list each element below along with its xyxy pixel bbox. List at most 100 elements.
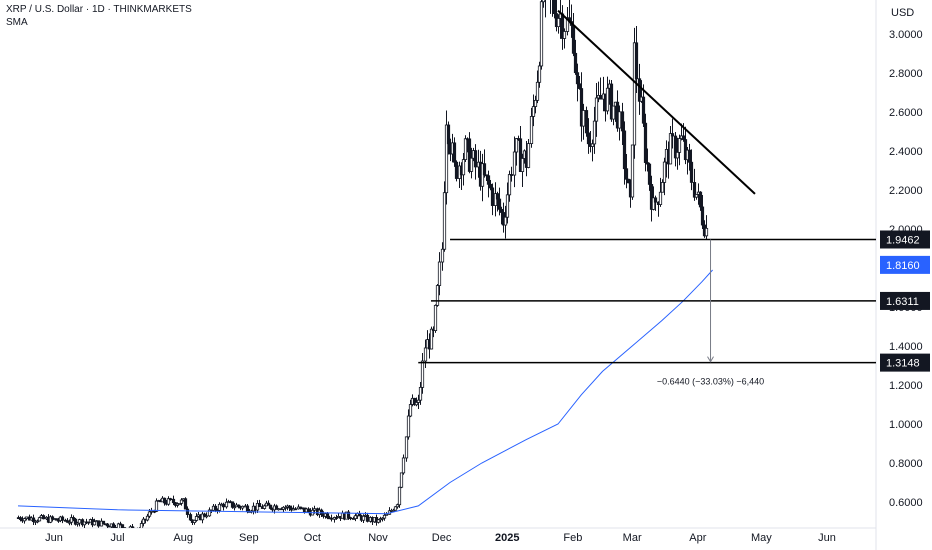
candle-body: [204, 515, 209, 518]
candle-body: [397, 486, 402, 506]
candle-body: [414, 402, 419, 406]
candle-body: [306, 508, 311, 512]
x-tick-label: Oct: [304, 532, 321, 544]
candle-body: [200, 513, 205, 521]
candle-body: [401, 457, 406, 474]
price-tag-value: 1.9462: [886, 234, 920, 246]
candle-body: [262, 505, 267, 509]
candle-body: [382, 514, 387, 519]
candle-body: [507, 174, 512, 196]
y-tick-label: 2.2000: [889, 185, 923, 197]
candle-body: [69, 517, 74, 523]
price-tag: [880, 255, 930, 274]
candle-body: [497, 198, 502, 210]
candle-body: [499, 208, 504, 213]
candle-body: [598, 95, 603, 100]
candle-body: [217, 503, 222, 511]
y-tick-label: 2.6000: [889, 107, 923, 119]
candle-body: [571, 25, 576, 54]
candle-body: [681, 135, 686, 140]
candle-body: [75, 522, 80, 525]
y-tick-label: 3.0000: [889, 29, 923, 41]
candle-body: [565, 17, 570, 32]
candle-body: [658, 191, 663, 205]
candle-body: [116, 523, 121, 528]
candle-body: [609, 83, 614, 120]
candle-body: [512, 151, 517, 176]
candle-body: [71, 517, 76, 520]
candle-body: [96, 520, 101, 527]
candle-body: [440, 248, 445, 263]
candle-body: [531, 106, 536, 117]
candle-body: [594, 97, 599, 122]
candle-body: [416, 399, 421, 403]
candle-body: [581, 110, 586, 127]
candle-body: [221, 503, 226, 508]
candle-body: [130, 526, 135, 528]
resistance-trendline: [557, 9, 756, 195]
candle-body: [620, 111, 625, 132]
candle-body: [133, 531, 135, 533]
candle-body: [584, 110, 589, 134]
candle-body: [312, 508, 317, 511]
candle-body: [365, 514, 370, 522]
indicator-label[interactable]: SMA: [6, 17, 28, 28]
y-tick-label: 1.4000: [889, 341, 923, 353]
candle-body: [433, 304, 438, 331]
candle-body: [562, 31, 567, 39]
candle-body: [575, 72, 580, 85]
candle-body: [643, 122, 648, 163]
candle-body: [518, 138, 523, 172]
candle-body: [463, 138, 468, 160]
candle-body: [353, 515, 358, 519]
candle-body: [395, 504, 400, 508]
candle-body: [509, 174, 514, 176]
x-tick-label: Jun: [818, 532, 836, 544]
candle-body: [505, 194, 510, 218]
chart-title: XRP / U.S. Dollar · 1D · THINKMARKETS: [6, 4, 192, 15]
x-tick-label: Feb: [563, 532, 582, 544]
candle-body: [649, 184, 654, 210]
candle-body: [41, 515, 46, 520]
candle-body: [149, 510, 154, 513]
candle-body: [533, 99, 538, 107]
candle-body: [429, 328, 434, 350]
candle-body: [105, 523, 110, 527]
candle-body: [586, 132, 591, 145]
candle-body: [418, 386, 423, 401]
candle-body: [687, 149, 692, 163]
candle-body: [376, 519, 381, 523]
candle-body: [125, 529, 127, 530]
candle-body: [245, 505, 250, 512]
candle-body: [35, 520, 40, 523]
candle-body: [183, 498, 188, 510]
candle-body: [552, 0, 557, 15]
candle-body: [168, 498, 173, 501]
candle-body: [556, 18, 561, 28]
candle-body: [590, 143, 595, 147]
candle-body: [136, 531, 138, 532]
x-tick-label: 2025: [495, 532, 519, 544]
y-tick-label: 0.6000: [889, 497, 923, 509]
candle-body: [514, 138, 519, 153]
candle-body: [469, 157, 474, 172]
candle-body: [202, 513, 207, 517]
candle-body: [171, 498, 176, 504]
candle-body: [77, 519, 82, 524]
candle-body: [139, 523, 144, 528]
candle-body: [647, 163, 652, 185]
candle-body: [437, 261, 442, 286]
candle-body: [423, 347, 428, 362]
candle-body: [399, 472, 404, 488]
candle-body: [452, 142, 457, 163]
candle-body: [162, 497, 167, 504]
candle-body: [346, 511, 351, 519]
candle-body: [698, 191, 703, 208]
candle-body: [660, 182, 665, 193]
candle-body: [412, 397, 417, 406]
candle-body: [529, 116, 534, 145]
y-tick-label: 0.8000: [889, 458, 923, 470]
candle-body: [611, 105, 616, 120]
candle-body: [573, 52, 578, 74]
